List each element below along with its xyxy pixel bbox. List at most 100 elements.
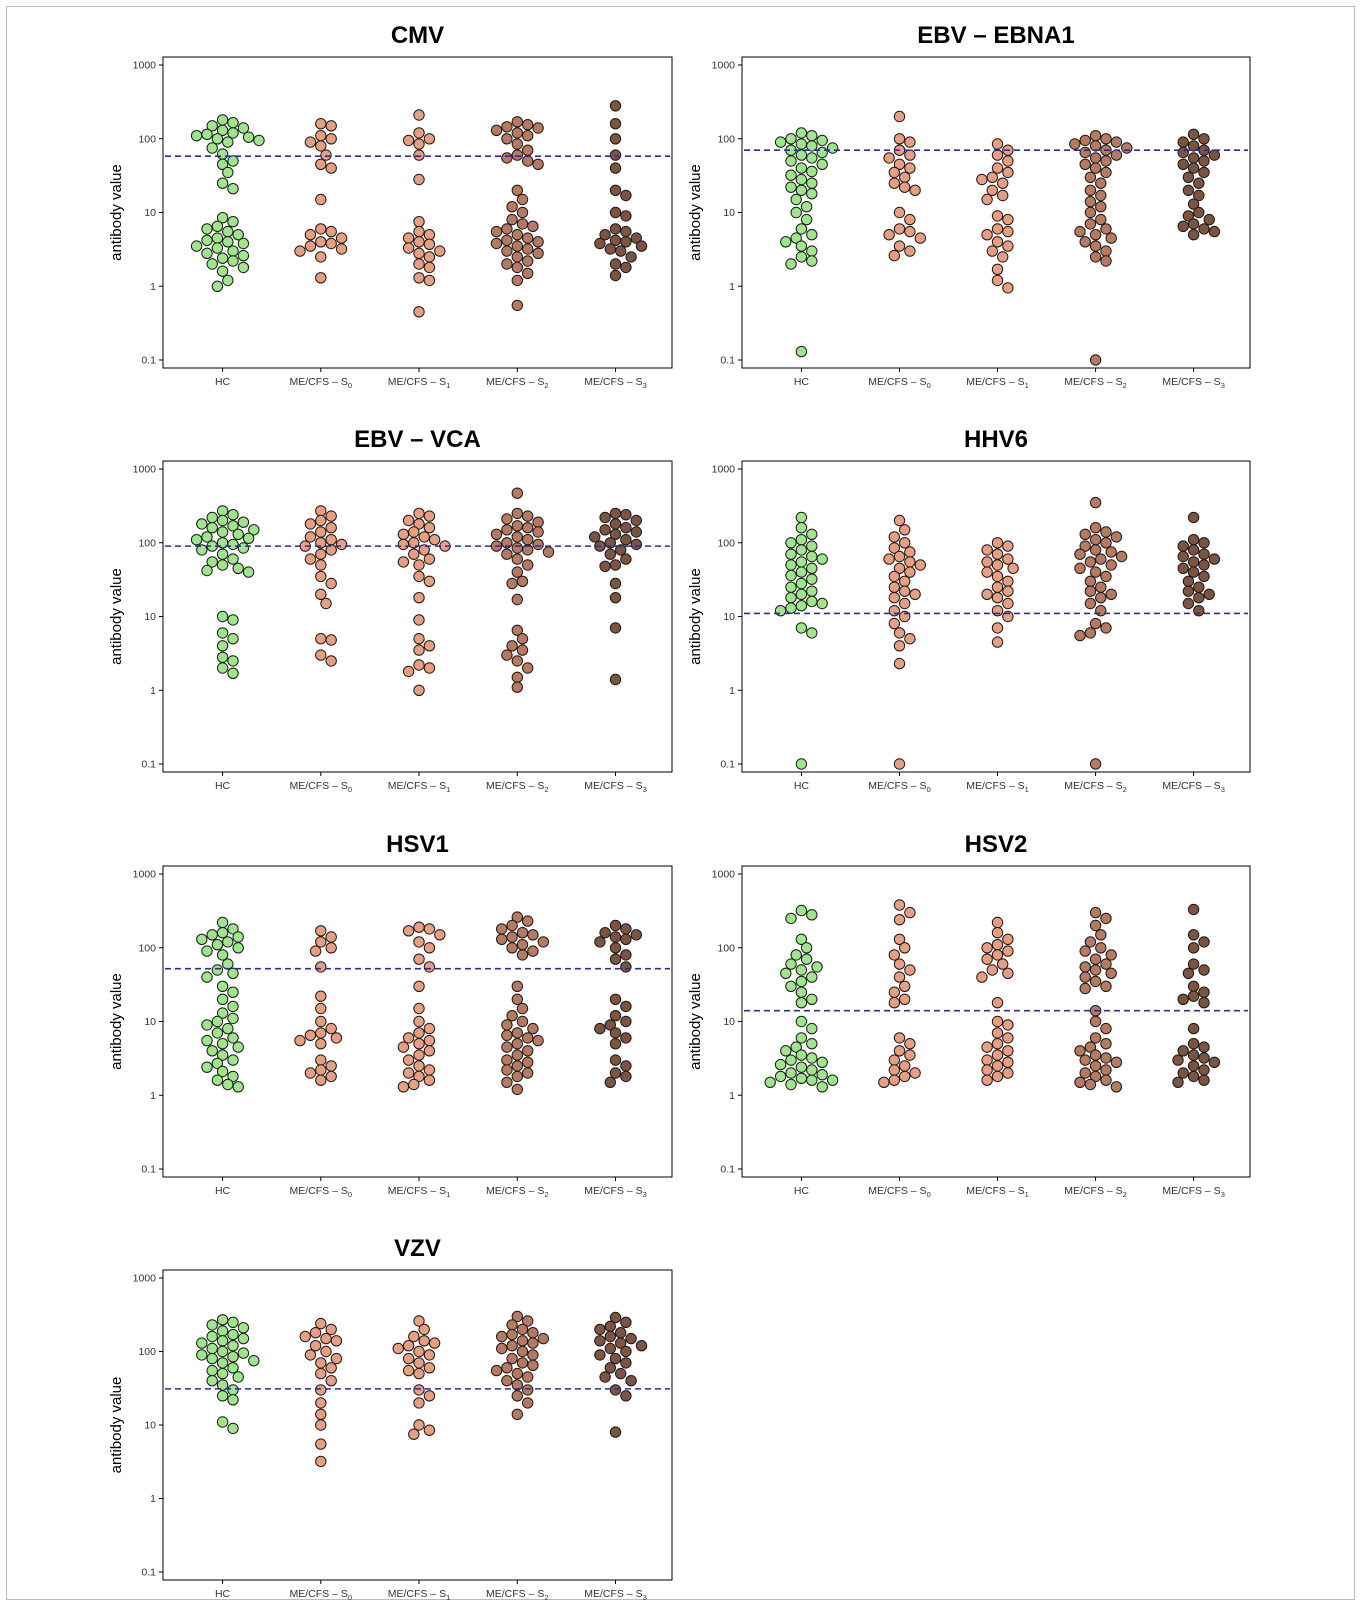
data-point-s3: [620, 949, 632, 961]
data-point-hc: [806, 595, 818, 608]
data-point-s0: [325, 534, 337, 546]
data-point-s2: [522, 1384, 534, 1396]
data-point-hc: [237, 237, 250, 250]
data-point-s3: [1177, 1067, 1189, 1079]
data-point-hc: [806, 971, 818, 983]
y-tick-label: 1000: [712, 464, 736, 476]
data-point-s1: [1002, 166, 1014, 179]
data-point-s3: [1203, 213, 1215, 226]
data-point-hc: [816, 1069, 828, 1081]
data-point-s2: [1089, 130, 1102, 142]
data-point-s2: [511, 566, 523, 578]
data-point-s2: [501, 133, 513, 145]
data-point-s1: [1002, 967, 1014, 979]
data-point-s3: [604, 548, 616, 560]
data-point-hc: [227, 967, 239, 979]
data-point-s0: [304, 1349, 317, 1361]
data-point-s3: [609, 1352, 622, 1365]
x-tick-label-s0: ME/CFS – S0: [868, 1185, 931, 1199]
data-point-hc: [211, 220, 224, 233]
data-point-s3: [609, 919, 622, 932]
data-point-hc: [785, 133, 797, 145]
data-point-s1: [997, 177, 1009, 189]
data-point-s2: [522, 662, 534, 674]
data-point-hc: [232, 1081, 244, 1093]
y-tick-label: 0.1: [141, 1164, 156, 1176]
data-point-hc: [795, 138, 808, 150]
data-point-s1: [1002, 597, 1014, 610]
data-point-s3: [609, 592, 622, 604]
data-point-s2: [1105, 588, 1117, 600]
data-point-hc: [201, 128, 213, 141]
data-point-hc: [795, 1032, 808, 1044]
data-point-s2: [1089, 953, 1102, 965]
data-point-s0: [325, 225, 337, 238]
data-point-s1: [1002, 933, 1014, 945]
data-point-s0: [888, 617, 900, 630]
y-tick-label: 100: [717, 942, 735, 954]
data-point-s0: [330, 1032, 343, 1044]
data-point-s2: [527, 220, 539, 233]
data-point-hc: [790, 1041, 802, 1053]
x-tick-label-s1: ME/CFS – S1: [388, 1588, 451, 1602]
data-point-s2: [532, 158, 544, 171]
data-point-hc: [227, 614, 239, 626]
data-point-s1: [413, 659, 425, 671]
data-point-hc: [806, 165, 818, 178]
data-point-hc: [237, 122, 250, 134]
data-point-s2: [1074, 1076, 1086, 1089]
data-point-s1: [397, 1081, 410, 1093]
data-point-s1: [991, 548, 1004, 560]
data-point-hc: [190, 534, 203, 546]
data-point-s3: [1208, 149, 1221, 161]
data-point-s3: [594, 936, 606, 948]
data-point-s0: [325, 1375, 337, 1387]
data-point-s0: [893, 514, 906, 527]
data-point-s0: [315, 1367, 327, 1380]
data-point-s3: [609, 1311, 622, 1324]
x-tick-label-hc: HC: [215, 1588, 231, 1600]
y-tick-label: 1: [150, 1090, 156, 1102]
x-tick-label-s1: ME/CFS – S1: [966, 1185, 1029, 1199]
data-point-s1: [413, 216, 425, 228]
data-point-s3: [1187, 128, 1200, 141]
data-point-s2: [1095, 553, 1107, 565]
data-point-s1: [986, 964, 998, 976]
data-point-s0: [315, 1064, 327, 1076]
data-point-s3: [620, 1390, 632, 1402]
data-point-s1: [997, 189, 1009, 202]
data-point-s3: [615, 245, 627, 257]
data-point-s2: [501, 513, 513, 525]
data-point-s2: [532, 516, 544, 528]
data-point-hc: [795, 622, 808, 634]
data-point-s1: [413, 1384, 425, 1396]
data-point-hc: [227, 538, 239, 551]
data-point-s3: [620, 522, 632, 534]
data-point-hc: [795, 904, 808, 917]
data-point-hc: [795, 964, 808, 976]
data-point-s2: [511, 520, 523, 532]
data-point-hc: [206, 120, 218, 132]
data-point-hc: [237, 249, 250, 262]
data-point-s0: [909, 1067, 921, 1079]
data-point-s1: [981, 566, 993, 578]
data-point-hc: [216, 1007, 229, 1019]
data-point-hc: [242, 532, 255, 544]
data-point-hc: [227, 127, 239, 139]
data-point-s1: [402, 1340, 415, 1352]
data-point-s2: [522, 267, 534, 279]
data-point-s3: [620, 1345, 632, 1358]
data-point-s2: [516, 939, 529, 951]
data-point-hc: [216, 1357, 229, 1369]
data-point-s2: [1105, 949, 1117, 961]
data-point-s1: [991, 223, 1004, 235]
figure-frame: [6, 6, 1355, 1600]
y-tick-label: 0.1: [141, 759, 156, 771]
data-point-s3: [1198, 986, 1210, 998]
data-point-s3: [609, 100, 622, 112]
data-point-s3: [1193, 206, 1205, 219]
data-point-s2: [501, 1054, 513, 1066]
data-point-s0: [899, 575, 911, 587]
data-point-s0: [325, 1070, 337, 1083]
data-point-s1: [981, 953, 993, 965]
